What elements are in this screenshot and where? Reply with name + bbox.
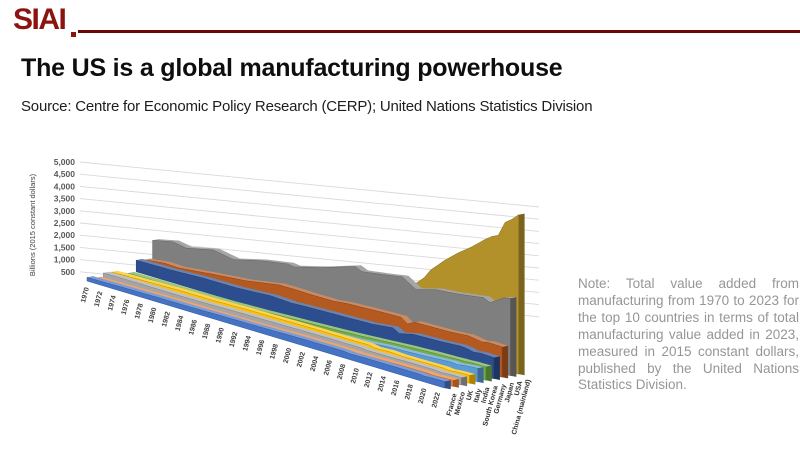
manufacturing-3d-area-chart: 500 1,000 1,500 2,000 2,500 3,000 3,500 4,000 4,… xyxy=(28,157,540,436)
svg-text:1,000: 1,000 xyxy=(54,255,76,265)
svg-text:2014: 2014 xyxy=(377,375,388,392)
svg-text:India: India xyxy=(480,386,491,404)
svg-text:1988: 1988 xyxy=(202,323,213,340)
svg-text:Italy: Italy xyxy=(473,388,483,403)
note-text: Note: Total value added from manufacturi… xyxy=(578,276,799,393)
logo-dot xyxy=(71,32,76,37)
svg-text:1982: 1982 xyxy=(161,311,172,328)
svg-text:1992: 1992 xyxy=(229,331,240,348)
svg-text:Japan: Japan xyxy=(504,382,516,403)
svg-text:2004: 2004 xyxy=(310,355,321,372)
svg-text:1986: 1986 xyxy=(188,319,199,336)
svg-text:2008: 2008 xyxy=(337,363,348,380)
svg-text:2022: 2022 xyxy=(431,392,442,409)
svg-text:1994: 1994 xyxy=(242,335,253,352)
svg-text:2010: 2010 xyxy=(350,367,361,384)
series-ribbon-france xyxy=(86,276,451,390)
svg-text:500: 500 xyxy=(61,267,75,277)
y-axis-tick-labels: 500 1,000 1,500 2,000 2,500 3,000 3,500 4,000 4,… xyxy=(54,157,76,277)
page-title: The US is a global manufacturing powerho… xyxy=(21,54,563,82)
svg-text:1998: 1998 xyxy=(269,343,280,360)
svg-text:2018: 2018 xyxy=(404,384,415,401)
header-rule xyxy=(78,30,800,33)
svg-text:5,000: 5,000 xyxy=(54,157,76,167)
svg-text:4,000: 4,000 xyxy=(54,181,76,191)
svg-text:UK: UK xyxy=(466,390,475,402)
svg-text:3,000: 3,000 xyxy=(54,206,76,216)
svg-text:4,500: 4,500 xyxy=(54,169,76,179)
svg-text:1976: 1976 xyxy=(121,299,132,316)
svg-text:1978: 1978 xyxy=(134,303,145,320)
svg-text:1970: 1970 xyxy=(80,287,91,304)
x-axis-year-labels: 1970 1972 1974 1976 1978 1980 1982 1984 1986 1988… xyxy=(80,287,442,409)
chart-area: 500 1,000 1,500 2,000 2,500 3,000 3,500 4,000 4,… xyxy=(25,145,570,450)
source-line: Source: Centre for Economic Policy Resea… xyxy=(21,98,593,115)
svg-text:1996: 1996 xyxy=(256,339,267,356)
svg-text:2,000: 2,000 xyxy=(54,230,76,240)
y-axis-title: Billions (2015 constant dollars) xyxy=(28,173,37,276)
svg-text:2,500: 2,500 xyxy=(54,218,76,228)
svg-text:2000: 2000 xyxy=(283,347,294,364)
svg-text:1972: 1972 xyxy=(94,291,105,308)
svg-text:USA: USA xyxy=(514,380,525,396)
svg-text:2002: 2002 xyxy=(296,351,307,368)
svg-text:2016: 2016 xyxy=(391,380,402,397)
brand-logo: SIAI xyxy=(13,3,67,36)
svg-text:2012: 2012 xyxy=(364,371,375,388)
svg-text:1980: 1980 xyxy=(148,307,159,324)
svg-text:2006: 2006 xyxy=(323,359,334,376)
svg-text:3,500: 3,500 xyxy=(54,194,76,204)
svg-text:2020: 2020 xyxy=(418,388,429,405)
svg-text:1974: 1974 xyxy=(107,295,118,312)
svg-text:1984: 1984 xyxy=(175,315,186,332)
svg-text:1990: 1990 xyxy=(215,327,226,344)
svg-text:1,500: 1,500 xyxy=(54,242,76,252)
